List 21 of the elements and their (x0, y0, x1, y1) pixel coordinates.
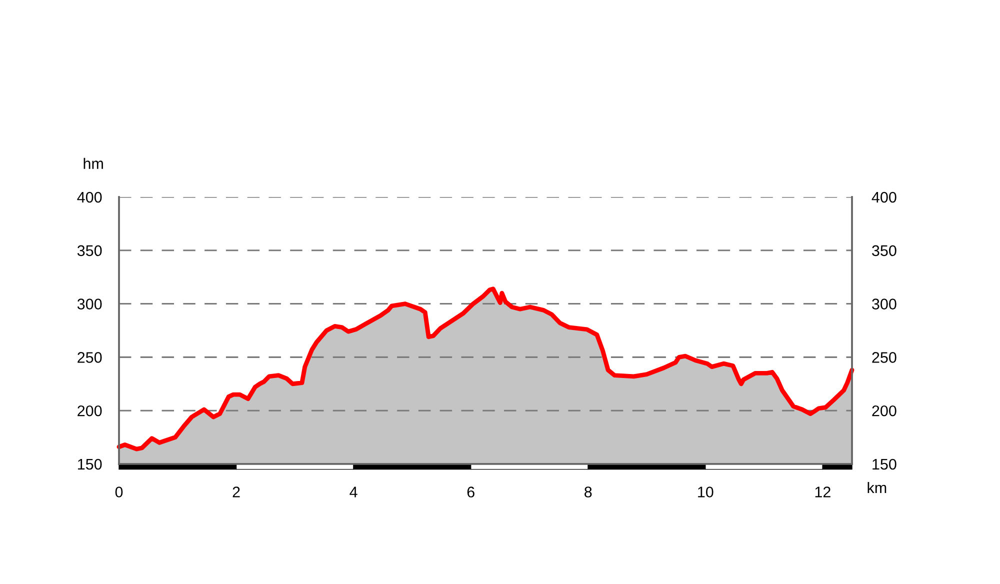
y-tick-label: 250 (78, 352, 102, 363)
y-tick-label: 150 (78, 458, 102, 470)
y-tick-label: 300 (77, 298, 102, 310)
y2-tick-label: 350 (872, 245, 896, 256)
y-tick-label: 350 (77, 245, 102, 256)
y2-tick-label: 400 (872, 192, 896, 203)
x-tick-label: 2 (232, 486, 240, 498)
y2-tick-label: 200 (872, 405, 896, 416)
x-tick-label: 6 (467, 486, 474, 498)
y-axis-title: hm (84, 158, 103, 169)
x-tick-label: 4 (350, 486, 358, 498)
x-tick-label: 0 (115, 486, 123, 498)
x-axis-title: km (868, 482, 886, 494)
x-tick-label: 12 (815, 486, 830, 498)
y-tick-label: 200 (78, 405, 102, 416)
y2-tick-label: 300 (872, 298, 896, 310)
x-tick-label: 10 (698, 486, 714, 498)
y2-tick-label: 150 (872, 458, 896, 470)
y-tick-label: 400 (77, 192, 102, 203)
y2-tick-label: 250 (872, 352, 896, 363)
x-tick-label: 8 (584, 486, 592, 498)
